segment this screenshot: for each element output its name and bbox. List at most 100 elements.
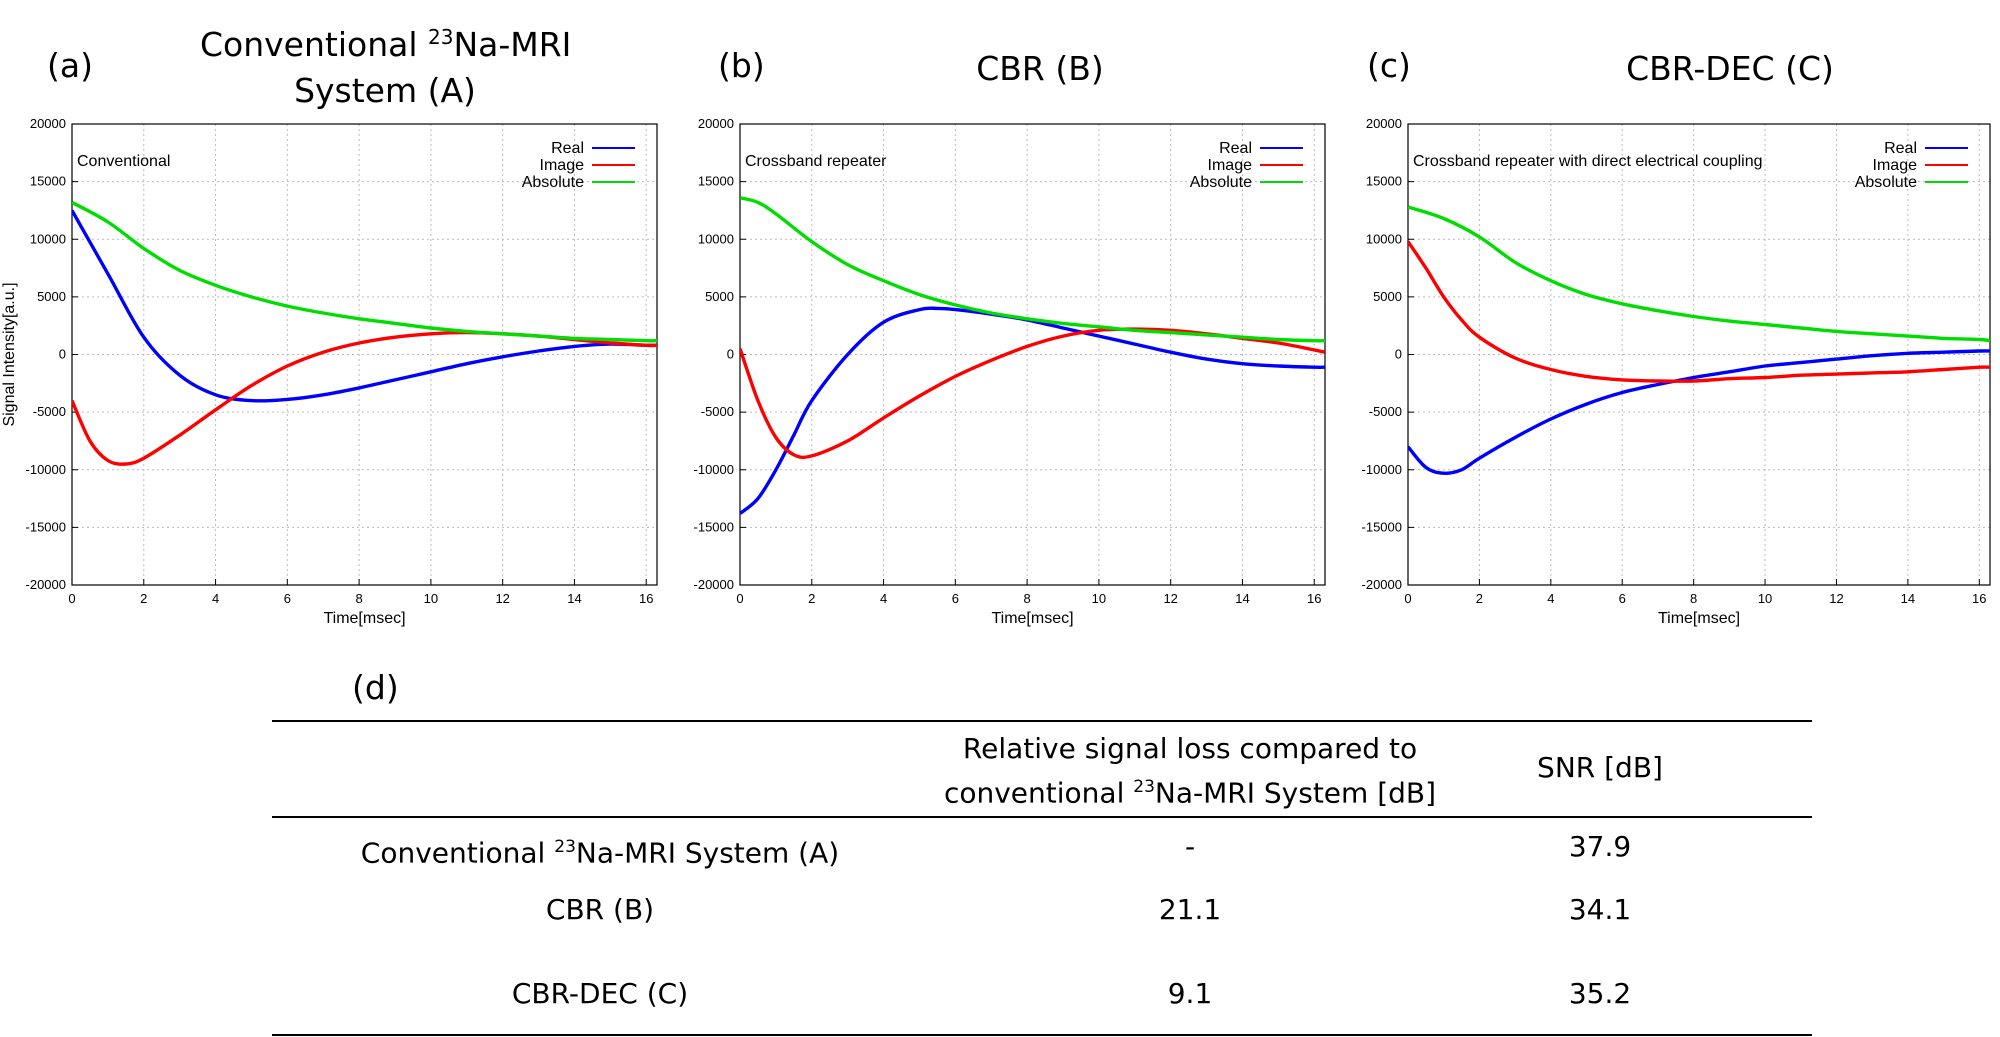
x-tick-label-7: 14 [1235,591,1249,606]
table-row-0-label-post: Na-MRI System (A) [575,836,840,870]
table-row-1-label-text: CBR (B) [545,893,655,926]
table-row-2-label-text: CBR-DEC (C) [511,977,689,1010]
x-tick-label-3: 6 [1619,591,1626,606]
x-tick-label-2: 4 [1547,591,1554,606]
table-header-snr: SNR [dB] [1537,751,1663,784]
table-row-2-label: CBR-DEC (C) [300,975,900,1013]
y-tick-label-2: -10000 [694,462,734,477]
y-tick-label-0: -20000 [1362,577,1402,592]
chart-annotation: Conventional [77,153,170,170]
panel-c-letter: (c) [1367,46,1411,85]
y-tick-label-4: 0 [727,347,734,362]
table-header-loss-line2-sup: 23 [1133,777,1155,797]
table-top-rule [272,720,1812,722]
panel-b-title-text: CBR (B) [976,49,1104,88]
table-row-1-snr: 34.1 [1568,893,1632,926]
table-letter: (d) [352,668,399,707]
table-row-1-loss: 21.1 [1158,893,1222,926]
series-line-image [72,330,657,466]
x-tick-label-4: 8 [1690,591,1697,606]
legend-label-image: Image [1873,157,1918,174]
y-tick-label-1: -15000 [694,519,734,534]
panel-a-title: Conventional 23Na-MRI System (A) [200,14,572,114]
series-line-absolute [1408,205,1990,343]
series-line-absolute [72,200,657,343]
y-tick-label-3: -5000 [1369,404,1402,419]
x-tick-label-1: 2 [1476,591,1483,606]
x-tick-label-8: 16 [639,591,653,606]
y-tick-label-8: 20000 [30,116,66,131]
x-tick-label-4: 8 [355,591,362,606]
plot-frame [739,123,1326,586]
chart-c: 0 2 4 6 8 10 12 14 16 -20000 -15000 -10000 -5000 0 500… [1362,116,1991,627]
table-header-loss-line2-pre: conventional [943,776,1134,810]
y-tick-label-8: 20000 [1366,116,1402,131]
x-tick-label-0: 0 [1404,591,1411,606]
panel-c-title: CBR-DEC (C) [1580,46,1880,92]
panel-a-letter: (a) [47,46,93,85]
x-tick-label-7: 14 [567,591,581,606]
x-tick-label-7: 14 [1901,591,1915,606]
panel-a-title-sup: 23 [428,25,454,49]
x-tick-label-1: 2 [808,591,815,606]
y-tick-label-5: 5000 [705,289,734,304]
chart-a: 0 2 4 6 8 10 12 14 16 -20000 -15000 -10000 -5000 0 500… [1,116,658,627]
legend-label-image: Image [540,157,585,174]
y-tick-label-1: -15000 [26,519,66,534]
legend-label-absolute: Absolute [1190,174,1252,191]
legend-label-absolute: Absolute [522,174,584,191]
table-row-2-snr: 35.2 [1568,977,1632,1010]
x-tick-label-1: 2 [140,591,147,606]
y-axis-label: Signal Intensity[a.u.] [1,282,18,426]
x-tick-label-6: 12 [1163,591,1177,606]
x-tick-label-3: 6 [284,591,291,606]
legend-label-absolute: Absolute [1855,174,1917,191]
y-tick-label-3: -5000 [33,404,66,419]
chart-annotation: Crossband repeater [745,153,887,170]
panel-b-title: CBR (B) [900,46,1180,92]
x-tick-label-6: 12 [1829,591,1843,606]
y-tick-label-0: -20000 [694,577,734,592]
legend-label-image: Image [1208,157,1253,174]
y-tick-label-6: 10000 [1366,231,1402,246]
x-tick-label-5: 10 [1092,591,1106,606]
y-tick-label-0: -20000 [26,577,66,592]
x-tick-label-8: 16 [1972,591,1986,606]
x-tick-label-0: 0 [736,591,743,606]
table-row-0-label-pre: Conventional [360,836,555,870]
table-row-1-label: CBR (B) [300,891,900,929]
panel-a-title-post: Na-MRI [453,25,572,64]
x-tick-label-2: 4 [880,591,887,606]
x-axis-label: Time[msec] [1658,610,1740,627]
y-tick-label-6: 10000 [30,231,66,246]
y-tick-label-7: 15000 [698,174,734,189]
y-tick-label-6: 10000 [698,231,734,246]
table-header-loss-line2-post: Na-MRI System [dB] [1154,776,1437,810]
table-row-0-label-sup: 23 [554,837,576,857]
x-tick-label-5: 10 [1758,591,1772,606]
table-row-0-label: Conventional 23Na-MRI System (A) [300,828,900,872]
table-row-2-loss: 9.1 [1167,977,1213,1010]
table-row-0-snr: 37.9 [1568,830,1632,863]
y-tick-label-4: 0 [59,347,66,362]
y-tick-label-3: -5000 [701,404,734,419]
panel-c-title-text: CBR-DEC (C) [1626,49,1834,88]
y-tick-label-7: 15000 [1366,174,1402,189]
x-tick-label-6: 12 [495,591,509,606]
y-tick-label-1: -15000 [1362,519,1402,534]
x-tick-label-4: 8 [1023,591,1030,606]
panel-a-title-pre: Conventional [200,25,428,64]
x-tick-label-3: 6 [952,591,959,606]
series-line-absolute [740,196,1325,343]
series-line-image [740,327,1325,460]
table-header-loss-line1: Relative signal loss compared to [962,732,1418,765]
x-tick-label-2: 4 [212,591,219,606]
x-tick-label-5: 10 [424,591,438,606]
panel-b-letter: (b) [718,46,765,85]
chart-b: 0 2 4 6 8 10 12 14 16 -20000 -15000 -10000 -5000 0 500… [694,116,1326,627]
legend-label-real: Real [1219,140,1252,157]
y-tick-label-2: -10000 [1362,462,1402,477]
series-line-image [1408,240,1990,383]
x-tick-label-0: 0 [68,591,75,606]
panel-a-title-line2: System (A) [294,71,476,110]
